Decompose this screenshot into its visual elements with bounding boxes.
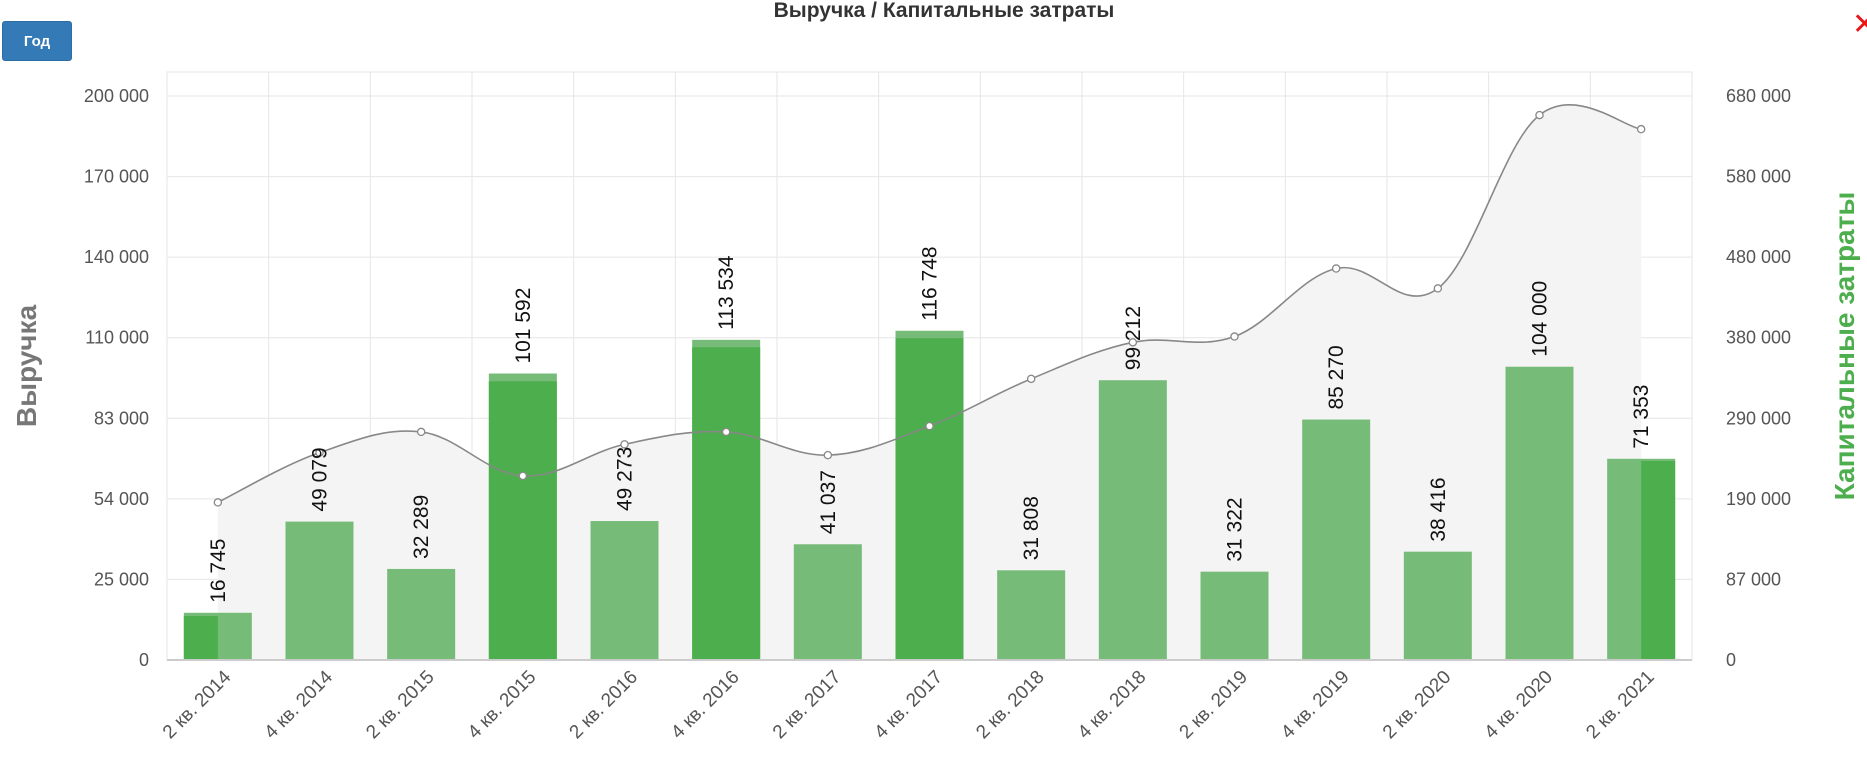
left-tick-label: 83 000: [94, 408, 149, 428]
capex-point: [1230, 332, 1239, 341]
x-tick-label: 2 кв. 2016: [566, 667, 642, 743]
capex-bar: [488, 381, 557, 660]
capex-point: [925, 421, 934, 431]
right-tick-label: 580 000: [1726, 167, 1791, 187]
revenue-bar: [1302, 419, 1371, 660]
line-layer: [213, 104, 1646, 507]
x-tick-label: 2 кв. 2019: [1176, 667, 1252, 743]
x-tick-label: 4 кв. 2018: [1074, 667, 1150, 743]
capex-point: [213, 498, 223, 507]
labels-layer: 16 745 49 079 32 289 101 592 49 273 113 534 41…: [207, 246, 1653, 602]
right-tick-label: 190 000: [1726, 489, 1791, 509]
right-tick-label: 290 000: [1726, 408, 1791, 428]
close-icon[interactable]: ✕: [1852, 8, 1867, 42]
revenue-bar: [793, 544, 862, 660]
right-tick-label: 480 000: [1726, 247, 1791, 267]
revenue-data-label: 38 416: [1427, 477, 1450, 541]
capex-bar: [183, 616, 218, 660]
revenue-data-label: 113 534: [715, 255, 738, 330]
capex-point: [823, 450, 833, 460]
revenue-data-label: 49 273: [614, 447, 637, 511]
revenue-bar: [1098, 380, 1167, 660]
capex-point: [416, 427, 426, 437]
capex-point: [620, 440, 629, 449]
revenue-bar: [1403, 551, 1472, 660]
revenue-data-label: 101 592: [512, 288, 535, 364]
x-tick-label: 2 кв. 2015: [362, 667, 438, 743]
revenue-bar: [997, 570, 1066, 660]
left-tick-label: 25 000: [94, 569, 149, 589]
right-tick-label: 87 000: [1726, 569, 1781, 589]
x-tick-label: 2 кв. 2014: [159, 666, 236, 743]
capex-point: [1331, 264, 1341, 273]
x-tick-label: 2 кв. 2017: [769, 667, 845, 743]
capex-point: [1535, 110, 1544, 120]
period-year-button[interactable]: Год: [2, 21, 72, 61]
revenue-data-label: 104 000: [1529, 281, 1552, 357]
bars-layer: [183, 330, 1676, 660]
area-layer: [217, 104, 1642, 661]
revenue-bar: [1505, 366, 1574, 660]
capex-bar: [692, 347, 761, 660]
revenue-data-label: 99 212: [1122, 306, 1145, 370]
capex-point: [1026, 374, 1036, 384]
revenue-bar: [590, 521, 659, 660]
capex-point: [1128, 338, 1138, 347]
right-tick-label: 380 000: [1726, 328, 1791, 348]
capex-point: [315, 448, 324, 457]
left-tick-label: 110 000: [85, 328, 149, 348]
capex-bar: [895, 338, 964, 660]
revenue-bar: [1200, 571, 1269, 660]
revenue-data-label: 71 353: [1630, 385, 1653, 449]
x-tick-label: 2 кв. 2018: [972, 667, 1048, 743]
revenue-data-label: 31 808: [1020, 496, 1043, 560]
x-tick-label: 4 кв. 2020: [1481, 667, 1557, 743]
capex-point: [1636, 124, 1646, 134]
revenue-data-label: 85 270: [1325, 345, 1348, 409]
x-tick-label: 4 кв. 2015: [464, 667, 540, 743]
left-tick-label: 140 000: [84, 247, 149, 267]
right-axis-title: Капитальные затраты: [1829, 192, 1860, 501]
left-tick-label: 170 000: [84, 167, 149, 187]
x-tick-label: 2 кв. 2020: [1379, 667, 1455, 743]
revenue-data-label: 31 322: [1224, 497, 1247, 561]
left-tick-label: 0: [139, 650, 149, 670]
capex-area: [217, 104, 1642, 661]
right-tick-label: 680 000: [1726, 86, 1791, 106]
revenue-data-label: 16 745: [207, 539, 230, 603]
revenue-data-label: 32 289: [410, 495, 433, 559]
right-tick-label: 0: [1726, 650, 1736, 670]
x-tick-label: 2 кв. 2021: [1582, 667, 1658, 743]
chart-title: Выручка / Капитальные затраты: [774, 0, 1115, 22]
revenue-data-label: 49 079: [309, 447, 332, 511]
left-axis-title: Выручка: [11, 304, 42, 427]
x-tick-label: 4 кв. 2019: [1277, 667, 1353, 743]
capex-point: [721, 427, 731, 437]
revenue-bar: [387, 568, 456, 660]
left-tick-label: 54 000: [94, 489, 149, 509]
x-tick-label: 4 кв. 2016: [667, 667, 743, 743]
revenue-data-label: 41 037: [817, 470, 840, 534]
capex-point: [1433, 284, 1443, 293]
revenue-data-label: 116 748: [919, 246, 942, 320]
x-tick-label: 4 кв. 2017: [871, 667, 947, 743]
revenue-bar: [285, 521, 354, 660]
x-tick-label: 4 кв. 2014: [261, 666, 338, 743]
capex-point: [518, 471, 528, 481]
left-tick-label: 200 000: [84, 86, 149, 106]
capex-bar: [1641, 460, 1676, 660]
